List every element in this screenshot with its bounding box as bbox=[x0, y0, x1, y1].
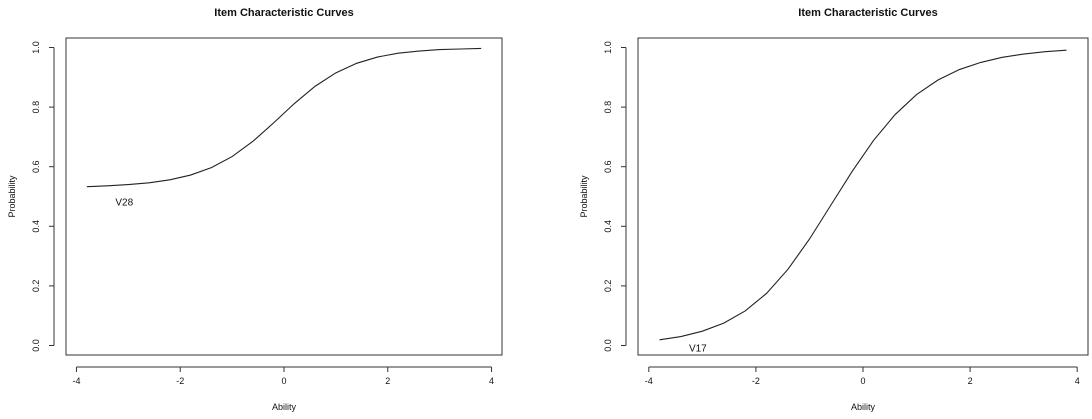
y-tick-label: 1.0 bbox=[31, 41, 41, 54]
x-axis-label: Ability bbox=[272, 402, 297, 412]
chart-title: Item Characteristic Curves bbox=[798, 7, 937, 19]
x-tick-label: 2 bbox=[968, 376, 973, 386]
curve-label: V28 bbox=[115, 197, 133, 208]
y-tick-label: 0.8 bbox=[31, 101, 41, 114]
y-tick-label: 0.6 bbox=[31, 160, 41, 173]
x-tick-label: -4 bbox=[645, 376, 653, 386]
y-tick-label: 0.4 bbox=[31, 220, 41, 233]
y-axis-label: Probability bbox=[7, 175, 17, 218]
x-tick-label: -2 bbox=[752, 376, 760, 386]
y-tick-label: 1.0 bbox=[603, 41, 613, 54]
y-tick-label: 0.0 bbox=[603, 339, 613, 352]
x-tick-label: 0 bbox=[281, 376, 286, 386]
y-tick-label: 0.2 bbox=[603, 280, 613, 293]
y-tick-label: 0.2 bbox=[31, 280, 41, 293]
x-tick-label: -2 bbox=[176, 376, 184, 386]
x-tick-label: -4 bbox=[72, 376, 80, 386]
icc-curve-v28 bbox=[86, 47, 482, 188]
y-tick-label: 0.0 bbox=[31, 339, 41, 352]
x-tick-label: 2 bbox=[385, 376, 390, 386]
y-tick-label: 0.6 bbox=[603, 160, 613, 173]
icc-curve-v17 bbox=[659, 49, 1067, 341]
plot-frame bbox=[65, 37, 503, 356]
curve-label: V17 bbox=[689, 343, 707, 354]
x-axis-label: Ability bbox=[851, 402, 876, 412]
x-tick-label: 0 bbox=[860, 376, 865, 386]
plot-frame bbox=[637, 37, 1089, 356]
y-axis-label: Probability bbox=[579, 175, 589, 218]
x-tick-label: 4 bbox=[1075, 376, 1080, 386]
chart-panel-1: Item Characteristic Curves -4 -2 0 2 4 0.0 0.2 0… bbox=[7, 7, 503, 412]
x-tick-label: 4 bbox=[489, 376, 494, 386]
y-tick-label: 0.8 bbox=[603, 101, 613, 114]
y-tick-label: 0.4 bbox=[603, 220, 613, 233]
chart-panel-2: Item Characteristic Curves -4 -2 0 2 4 0.0 0.2 0… bbox=[579, 7, 1089, 412]
chart-title: Item Characteristic Curves bbox=[214, 7, 353, 19]
